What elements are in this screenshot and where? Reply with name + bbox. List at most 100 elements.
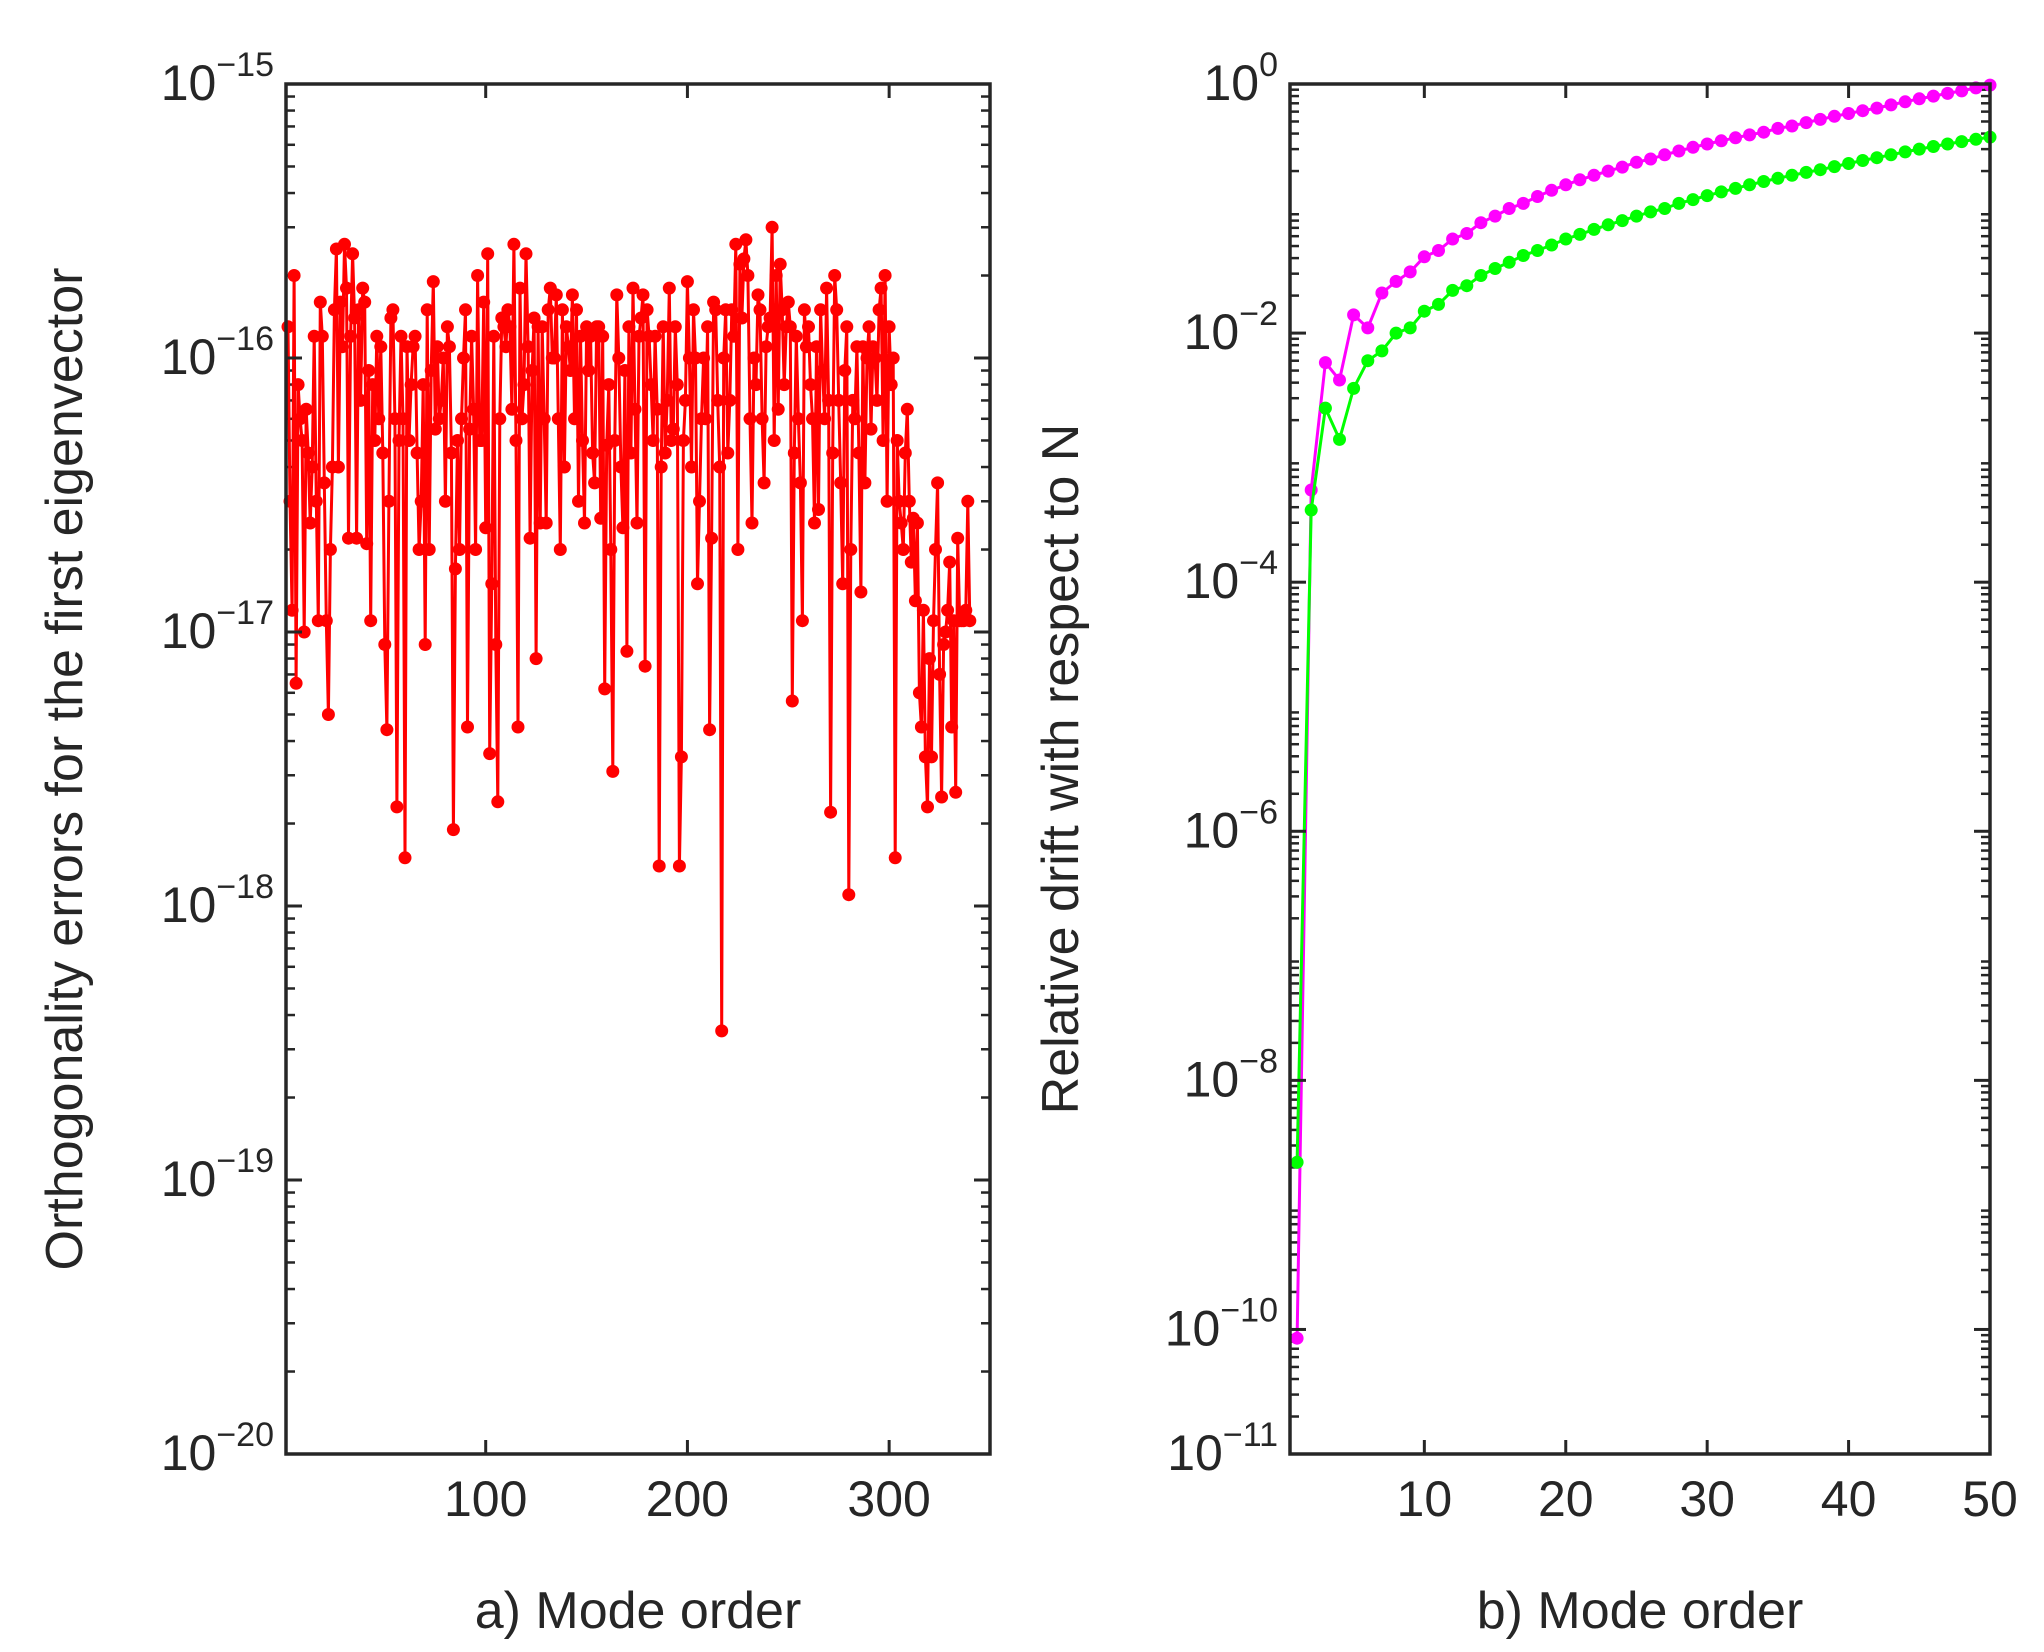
panel-a-data-point: [898, 446, 912, 460]
panel-b-data-point: [1545, 183, 1559, 197]
panel-a-data-point: [505, 402, 519, 416]
panel-a-data-point: [287, 269, 301, 282]
panel-a-data-point: [785, 694, 799, 708]
panel-a-data-point: [541, 303, 555, 317]
panel-a-data-point: [908, 594, 922, 608]
panel-b-data-point: [1630, 209, 1643, 223]
panel-b-data-point: [1573, 173, 1587, 187]
panel-a-y-tick-exponent: −20: [216, 1416, 274, 1454]
panel-a-data-point: [628, 402, 642, 416]
panel-a-data-point: [305, 460, 319, 474]
panel-a-data-point: [828, 269, 842, 282]
panel-b-data-point: [1531, 190, 1544, 203]
panel-a-data-point: [442, 340, 456, 354]
panel-a-y-tick-label: 10−15: [161, 46, 274, 111]
panel-a-data-point: [945, 720, 959, 734]
panel-b-data-point: [1389, 326, 1403, 340]
panel-b-data-point: [1417, 250, 1431, 264]
panel-b-data-point: [1417, 304, 1431, 318]
panel-a-data-point: [697, 351, 711, 365]
panel-a-data-point: [457, 351, 470, 365]
panel-a-data-point: [735, 311, 749, 325]
panel-b-data-point: [1827, 109, 1841, 123]
panel-b-data-point: [1559, 232, 1573, 246]
panel-a-data-point: [880, 494, 894, 508]
panel-a-data-point: [812, 503, 825, 516]
panel-a-data-point: [676, 434, 690, 447]
panel-b-data-point: [1644, 152, 1658, 166]
panel-a-y-tick-base: 10: [161, 55, 217, 111]
panel-b-data-point: [1488, 209, 1502, 223]
panel-a-data-point: [854, 585, 868, 599]
panel-a-data-point: [680, 275, 694, 289]
panel-a-data-point: [937, 638, 951, 651]
panel-a-data-point: [303, 516, 317, 530]
panel-a-data-point: [705, 531, 719, 545]
panel-a-data-point: [404, 378, 418, 392]
panel-a-data-point: [741, 269, 755, 282]
panel-a-data-point: [902, 494, 916, 508]
panel-b-data-point: [1771, 121, 1785, 135]
panel-a-data-point: [501, 303, 515, 317]
panel-a-data-point: [340, 281, 353, 295]
panel-a-data-point: [806, 412, 819, 426]
panel-a-data-point: [477, 295, 491, 309]
panel-a-data-point: [598, 682, 612, 696]
panel-b-data-point: [1799, 116, 1813, 130]
panel-a-data-point: [289, 676, 303, 690]
panel-a-data-point: [949, 785, 963, 799]
panel-a-y-tick-label: 10−19: [161, 1142, 274, 1207]
panel-a-data-point: [751, 288, 765, 302]
panel-a-data-point: [436, 351, 450, 365]
panel-a-data-point: [923, 652, 936, 666]
panel-a-data-point: [876, 434, 890, 447]
panel-b-y-tick-base: 10: [1184, 304, 1240, 360]
panel-a-data-point: [309, 494, 323, 508]
panel-a-data-point: [487, 329, 501, 343]
panel-a-x-tick-label: 300: [847, 1471, 930, 1527]
panel-a-y-tick-exponent: −17: [216, 594, 274, 632]
panel-a-data-point: [672, 859, 686, 873]
panel-a-data-point: [291, 378, 305, 392]
panel-b-data-point: [1601, 164, 1615, 178]
panel-b-x-tick-label: 40: [1821, 1471, 1877, 1527]
panel-a-data-point: [334, 295, 347, 309]
panel-a-data-point: [729, 237, 743, 251]
panel-a-data-point: [559, 320, 573, 334]
panel-a-data-point: [763, 311, 777, 325]
panel-b-data-point: [1926, 140, 1940, 153]
panel-b-y-tick-base: 10: [1165, 1300, 1221, 1356]
panel-a-data-point: [674, 750, 688, 764]
panel-b-data-point: [1587, 222, 1601, 236]
panel-b-data-point: [1375, 344, 1389, 358]
panel-a-data-point: [317, 476, 331, 490]
panel-a-data-point: [420, 303, 434, 317]
panel-a-data-point: [406, 340, 420, 354]
panel-b-data-point: [1516, 249, 1530, 262]
panel-a-data-point: [376, 446, 390, 460]
panel-b-y-tick-base: 10: [1184, 802, 1240, 858]
panel-b-data-point: [1375, 286, 1389, 300]
panel-a-data-point: [297, 625, 311, 639]
panel-a-data-point: [511, 720, 525, 734]
panel-a-orthogonality-errors: 100 200 300 10−2010−1910−1810−1710−1610−15…: [36, 46, 992, 1640]
panel-b-data-point: [1644, 205, 1658, 219]
panel-a-data-point: [795, 614, 809, 628]
panel-a-data-point: [346, 247, 360, 261]
panel-a-data-point: [840, 320, 854, 334]
panel-b-data-point: [1333, 432, 1346, 446]
panel-b-y-tick-base: 10: [1167, 1425, 1223, 1481]
panel-a-data-point: [759, 340, 773, 354]
panel-a-data-point: [912, 686, 926, 700]
panel-a-data-point: [783, 320, 797, 334]
panel-a-data-point: [604, 543, 618, 556]
panel-a-data-point: [358, 295, 372, 309]
panel-a-data-point: [576, 434, 589, 447]
panel-a-data-point: [900, 402, 914, 416]
panel-b-data-point: [1531, 244, 1544, 257]
panel-a-data-point: [745, 516, 759, 530]
panel-b-data-point: [1460, 279, 1474, 293]
panel-a-data-point: [461, 720, 474, 734]
panel-a-data-point: [927, 614, 940, 628]
panel-a-data-point: [632, 329, 646, 343]
